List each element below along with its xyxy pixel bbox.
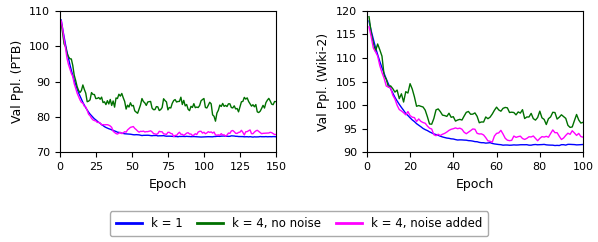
Y-axis label: Val Ppl. (PTB): Val Ppl. (PTB)	[11, 40, 23, 123]
X-axis label: Epoch: Epoch	[149, 178, 187, 191]
Legend: k = 1, k = 4, no noise, k = 4, noise added: k = 1, k = 4, no noise, k = 4, noise add…	[110, 211, 488, 236]
X-axis label: Epoch: Epoch	[456, 178, 494, 191]
Y-axis label: Val Ppl. (Wiki-2): Val Ppl. (Wiki-2)	[318, 33, 331, 131]
